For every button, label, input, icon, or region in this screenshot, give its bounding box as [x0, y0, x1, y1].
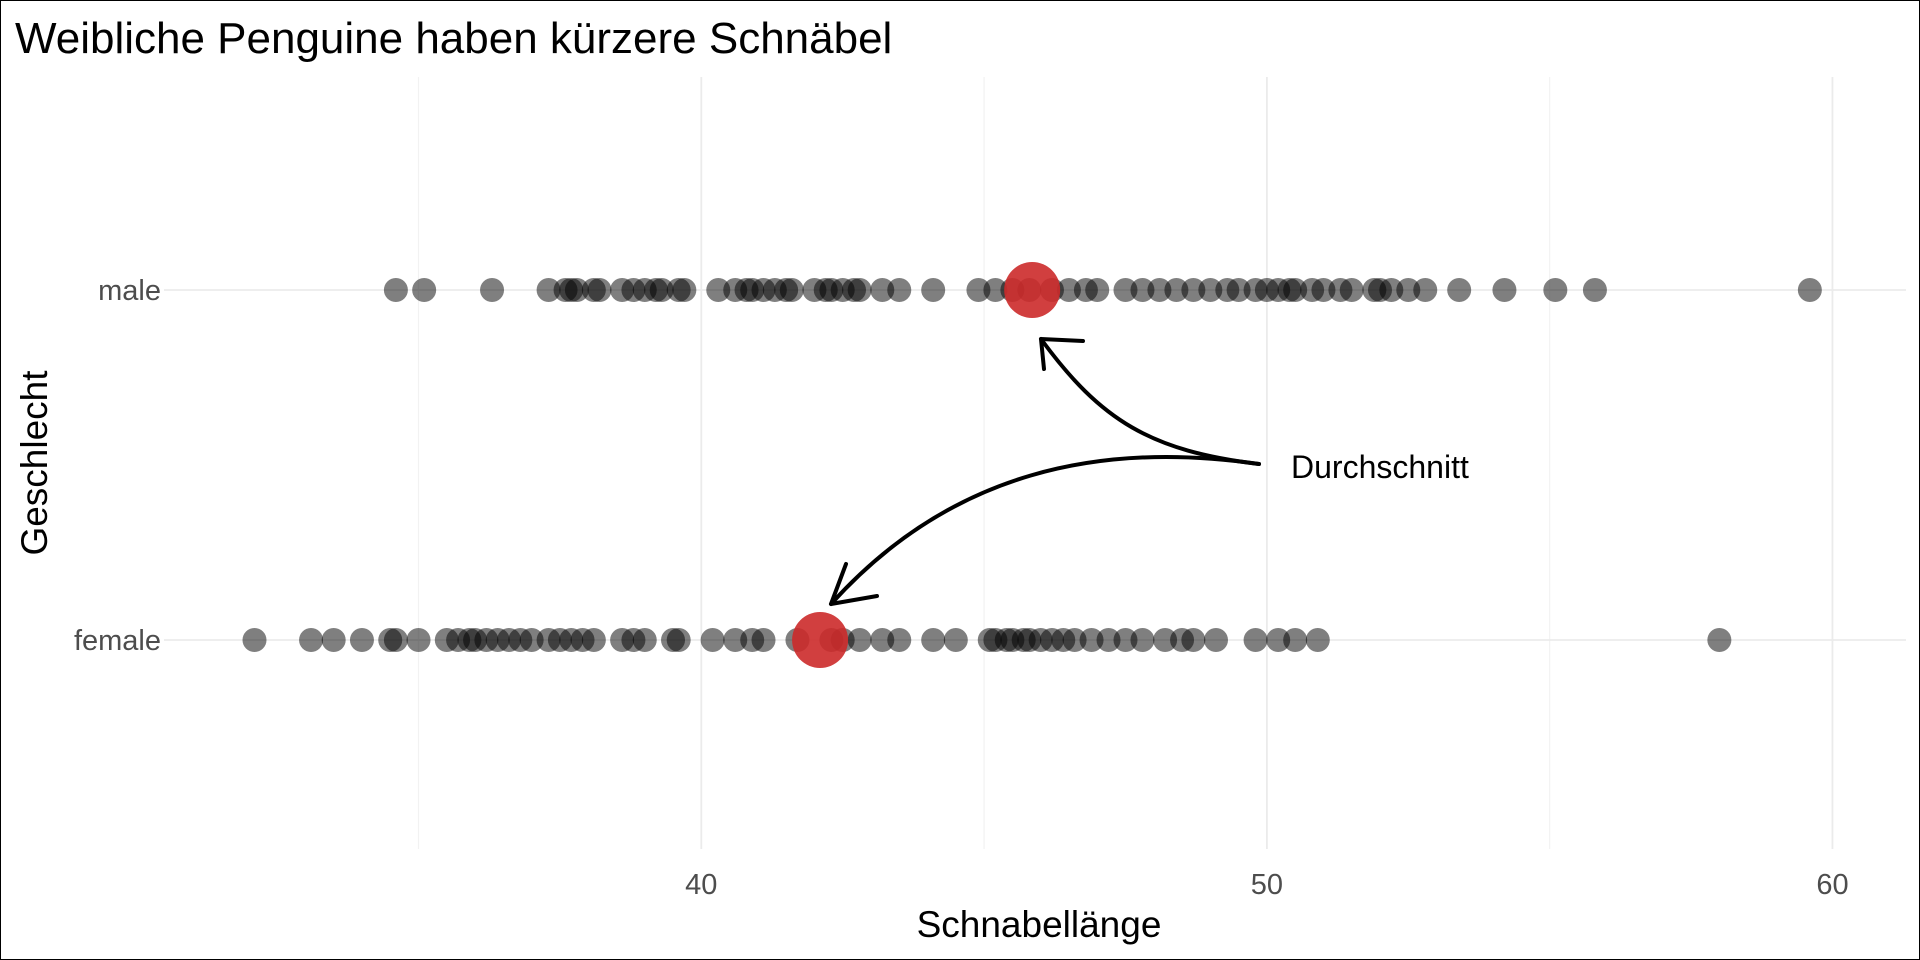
data-point-female [299, 628, 324, 652]
tick-labels: 40 50 60 female male [74, 275, 1849, 901]
data-point-female [1203, 628, 1228, 652]
data-point-male [383, 278, 408, 302]
points-layer [242, 278, 1822, 652]
data-point-female [632, 628, 657, 652]
x-tick-label: 40 [685, 869, 717, 901]
data-point-female [870, 628, 895, 652]
data-point-male [1226, 278, 1251, 302]
data-point-female [751, 628, 776, 652]
chart-title: Weibliche Penguine haben kürzere Schnäbe… [15, 14, 892, 63]
data-point-female [943, 628, 968, 652]
data-point-male [1181, 278, 1206, 302]
data-point-male [1447, 278, 1472, 302]
data-point-male [1797, 278, 1822, 302]
mean-point-female [792, 612, 849, 668]
data-point-female [1062, 628, 1087, 652]
annotation-label: Durchschnitt [1291, 449, 1469, 485]
data-point-female [1096, 628, 1121, 652]
data-point-male [706, 278, 731, 302]
x-tick-label: 50 [1251, 869, 1283, 901]
data-point-male [1085, 278, 1110, 302]
data-point-female [1079, 628, 1104, 652]
data-point-male [983, 278, 1008, 302]
data-point-female [242, 628, 267, 652]
data-point-female [581, 628, 606, 652]
data-point-male [1413, 278, 1438, 302]
data-point-female [1305, 628, 1330, 652]
data-point-female [847, 628, 872, 652]
annotation-arrows [829, 337, 1261, 606]
x-tick-label: 60 [1816, 869, 1848, 901]
data-point-female [1113, 628, 1138, 652]
data-point-female [519, 628, 544, 652]
data-point-male [672, 278, 697, 302]
data-point-male [1056, 278, 1081, 302]
data-point-male [1311, 278, 1336, 302]
x-axis-title: Schnabellänge [917, 904, 1162, 945]
data-point-female [1243, 628, 1268, 652]
data-point-female [321, 628, 346, 652]
data-point-male [1339, 278, 1364, 302]
data-point-female [406, 628, 431, 652]
data-point-female [700, 628, 725, 652]
data-point-female [1130, 628, 1155, 652]
data-point-female [887, 628, 912, 652]
y-tick-label: female [74, 625, 161, 657]
y-tick-label: male [98, 275, 161, 307]
data-point-male [1147, 278, 1172, 302]
data-point-male [649, 278, 674, 302]
data-point-female [1283, 628, 1308, 652]
data-point-female [1707, 628, 1732, 652]
data-point-female [1181, 628, 1206, 652]
data-point-female [1153, 628, 1178, 652]
data-point-female [1266, 628, 1291, 652]
annotation-arrowhead-male [1039, 337, 1085, 371]
data-point-male [921, 278, 946, 302]
data-point-male [536, 278, 561, 302]
data-point-male [1543, 278, 1568, 302]
annotation-arrow-male [1039, 337, 1261, 466]
means-layer [792, 262, 1061, 668]
data-point-male [1164, 278, 1189, 302]
data-point-female [723, 628, 748, 652]
data-point-female [383, 628, 408, 652]
data-point-male [966, 278, 991, 302]
grid-layer [164, 77, 1906, 849]
y-axis-title: Geschlecht [14, 370, 55, 556]
data-point-male [1113, 278, 1138, 302]
annotation-arrow-female [829, 455, 1261, 606]
data-point-male [1582, 278, 1607, 302]
data-point-male [1396, 278, 1421, 302]
data-point-male [412, 278, 437, 302]
data-point-male [887, 278, 912, 302]
data-point-male [779, 278, 804, 302]
annotation-arrowhead-female [829, 562, 879, 606]
data-point-male [587, 278, 612, 302]
data-point-male [564, 278, 589, 302]
data-point-male [1198, 278, 1223, 302]
data-point-male [1379, 278, 1404, 302]
data-point-male [847, 278, 872, 302]
data-point-female [349, 628, 374, 652]
data-point-male [1283, 278, 1308, 302]
data-point-female [666, 628, 691, 652]
data-point-male [1130, 278, 1155, 302]
data-point-female [921, 628, 946, 652]
data-point-male [1492, 278, 1517, 302]
mean-point-male [1004, 262, 1061, 318]
data-point-male [480, 278, 505, 302]
data-point-male [870, 278, 895, 302]
